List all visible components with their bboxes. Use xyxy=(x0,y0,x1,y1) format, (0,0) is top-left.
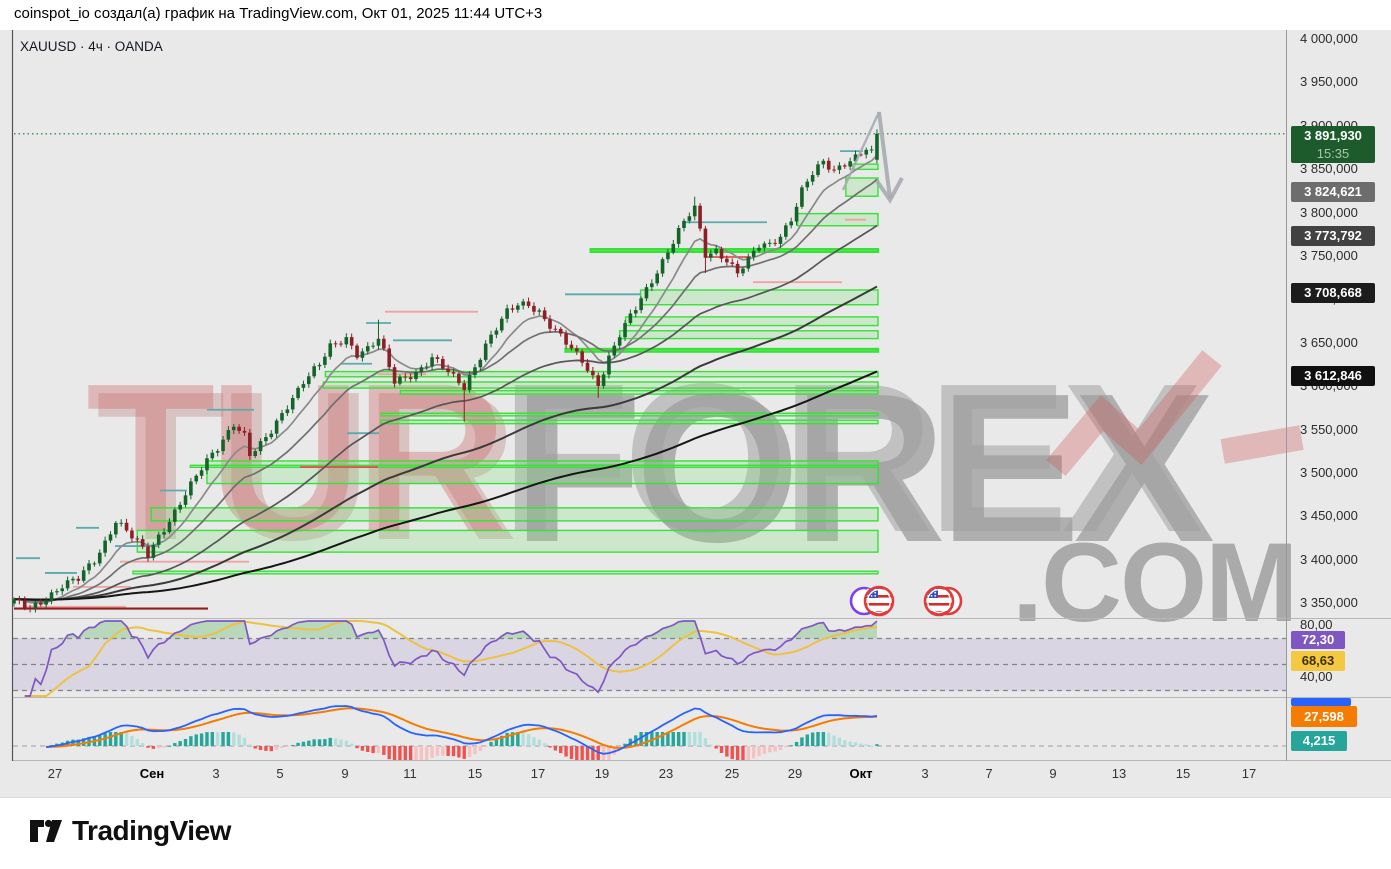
pane-separators xyxy=(11,30,1391,761)
us-flag-icon[interactable] xyxy=(863,585,895,617)
event-flag-icons xyxy=(849,585,963,617)
candles-layer xyxy=(12,129,879,613)
supply-demand-zones xyxy=(132,163,880,575)
snapshot-title: coinspot_io создал(а) график на TradingV… xyxy=(14,5,543,22)
rsi-indicator xyxy=(13,620,1286,697)
us-flag-icon[interactable] xyxy=(923,585,955,617)
swing-lines xyxy=(14,150,866,610)
snapshot-title-bar: coinspot_io создал(а) график на TradingV… xyxy=(0,0,1391,30)
macd-indicator xyxy=(13,705,1286,760)
tradingview-logo-icon[interactable] xyxy=(28,812,64,848)
drawn-arrow xyxy=(841,111,904,204)
footer-bar: TradingView xyxy=(0,797,1391,869)
tradingview-brand[interactable]: TradingView xyxy=(72,815,231,846)
